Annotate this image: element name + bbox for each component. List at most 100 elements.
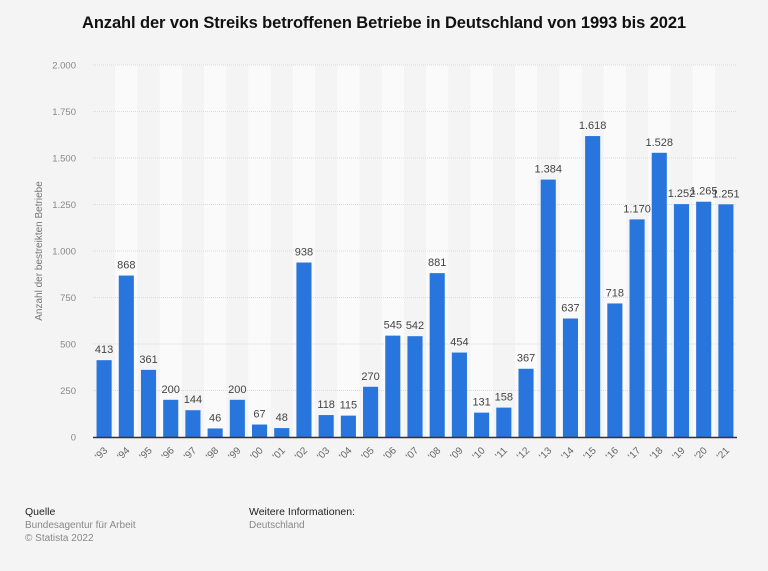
data-label: 1.252 [668, 188, 696, 200]
y-tick-label: 1.750 [52, 107, 76, 118]
x-tick-label: '20 [693, 445, 710, 462]
bar [607, 303, 623, 437]
x-tick-label: '19 [671, 445, 688, 462]
bar [651, 152, 667, 438]
data-label: 1.251 [712, 188, 740, 200]
y-tick-label: 750 [60, 293, 76, 304]
data-label: 200 [228, 384, 246, 396]
data-label: 144 [184, 394, 202, 406]
x-tick-label: '17 [626, 445, 643, 462]
bar [718, 204, 734, 437]
data-label: 131 [472, 397, 490, 409]
data-label: 367 [517, 353, 535, 365]
bar [340, 415, 356, 437]
bar [429, 273, 445, 437]
data-label: 718 [606, 287, 624, 299]
x-tick-label: '03 [315, 445, 332, 462]
data-label: 1.384 [534, 164, 562, 176]
data-label: 1.618 [579, 120, 607, 132]
bar [496, 407, 512, 437]
info-block: Weitere Informationen: Deutschland [249, 506, 355, 532]
bar [163, 399, 179, 437]
data-label: 868 [117, 260, 135, 272]
y-axis-ticks: 0 250 500 750 1.000 1.250 1.500 1.750 2.000 [52, 61, 76, 444]
data-labels: 413 868 361 200 144 46 200 67 48 938 118 115 270 545 5… [95, 120, 740, 424]
y-tick-label: 2.000 [52, 61, 76, 72]
y-tick-label: 1.500 [52, 154, 76, 165]
y-axis-title: Anzahl der bestreikten Betriebe [34, 181, 45, 321]
data-label: 454 [450, 337, 468, 349]
y-tick-label: 500 [60, 340, 76, 351]
info-value: Deutschland [249, 520, 305, 531]
x-axis-ticks: '93 '94 '95 '96 '97 '98 '99 '00 '01 '02 '03 '04 '05 '… [93, 445, 732, 462]
x-tick-label: '96 [160, 445, 177, 462]
column-stripe [337, 65, 360, 437]
data-label: 1.528 [646, 137, 674, 149]
data-label: 115 [340, 400, 358, 412]
source-name[interactable]: Bundesagentur für Arbeit [25, 520, 136, 531]
bar [474, 412, 490, 437]
x-tick-label: '93 [93, 445, 110, 462]
copyright: © Statista 2022 [25, 533, 94, 544]
x-tick-label: '95 [138, 445, 155, 462]
bar [185, 410, 201, 437]
x-tick-label: '02 [293, 445, 310, 462]
source-block: Quelle Bundesagentur für Arbeit © Statis… [25, 506, 136, 545]
x-tick-label: '94 [115, 445, 132, 462]
x-tick-label: '15 [582, 445, 599, 462]
bar [207, 428, 223, 437]
x-tick-label: '98 [204, 445, 221, 462]
x-tick-label: '04 [337, 445, 354, 462]
x-tick-label: '05 [360, 445, 377, 462]
x-tick-label: '21 [715, 445, 732, 462]
data-label: 938 [295, 247, 313, 259]
bar [118, 275, 134, 437]
info-heading: Weitere Informationen: [249, 506, 356, 518]
chart-title: Anzahl der von Streiks betroffenen Betri… [82, 14, 686, 32]
data-label: 46 [209, 412, 221, 424]
y-tick-label: 1.250 [52, 200, 76, 211]
x-tick-label: '18 [648, 445, 665, 462]
bar [140, 369, 157, 437]
x-tick-label: '07 [404, 445, 421, 462]
x-tick-label: '13 [537, 445, 554, 462]
data-label: 67 [253, 409, 265, 421]
y-tick-label: 250 [60, 386, 76, 397]
x-tick-label: '01 [271, 445, 288, 462]
data-label: 118 [317, 399, 335, 411]
y-tick-label: 0 [71, 433, 76, 444]
data-label: 158 [495, 392, 513, 404]
data-label: 361 [139, 354, 157, 366]
data-label: 542 [406, 320, 424, 332]
bar [696, 201, 712, 437]
source-heading: Quelle [25, 506, 56, 518]
x-tick-label: '16 [604, 445, 621, 462]
x-tick-label: '11 [493, 445, 510, 462]
x-tick-label: '12 [515, 445, 532, 462]
bar [673, 204, 690, 437]
x-tick-label: '10 [471, 445, 488, 462]
column-stripe [159, 65, 182, 437]
bar [585, 136, 601, 437]
x-tick-label: '06 [382, 445, 399, 462]
bar [252, 424, 268, 437]
data-label: 545 [384, 320, 402, 332]
x-tick-label: '09 [449, 445, 466, 462]
x-tick-label: '14 [560, 445, 577, 462]
data-label: 413 [95, 344, 113, 356]
data-label: 1.265 [690, 186, 718, 198]
bar [296, 262, 312, 437]
data-label: 637 [561, 303, 579, 315]
x-tick-label: '08 [426, 445, 443, 462]
data-label: 48 [276, 412, 288, 424]
bar [385, 335, 401, 437]
x-tick-label: '99 [226, 445, 243, 462]
x-tick-label: '00 [249, 445, 266, 462]
bar [451, 352, 467, 437]
x-tick-label: '97 [182, 445, 199, 462]
bar [407, 336, 423, 437]
bar [562, 318, 578, 437]
bar [274, 428, 290, 437]
bar [363, 386, 379, 437]
